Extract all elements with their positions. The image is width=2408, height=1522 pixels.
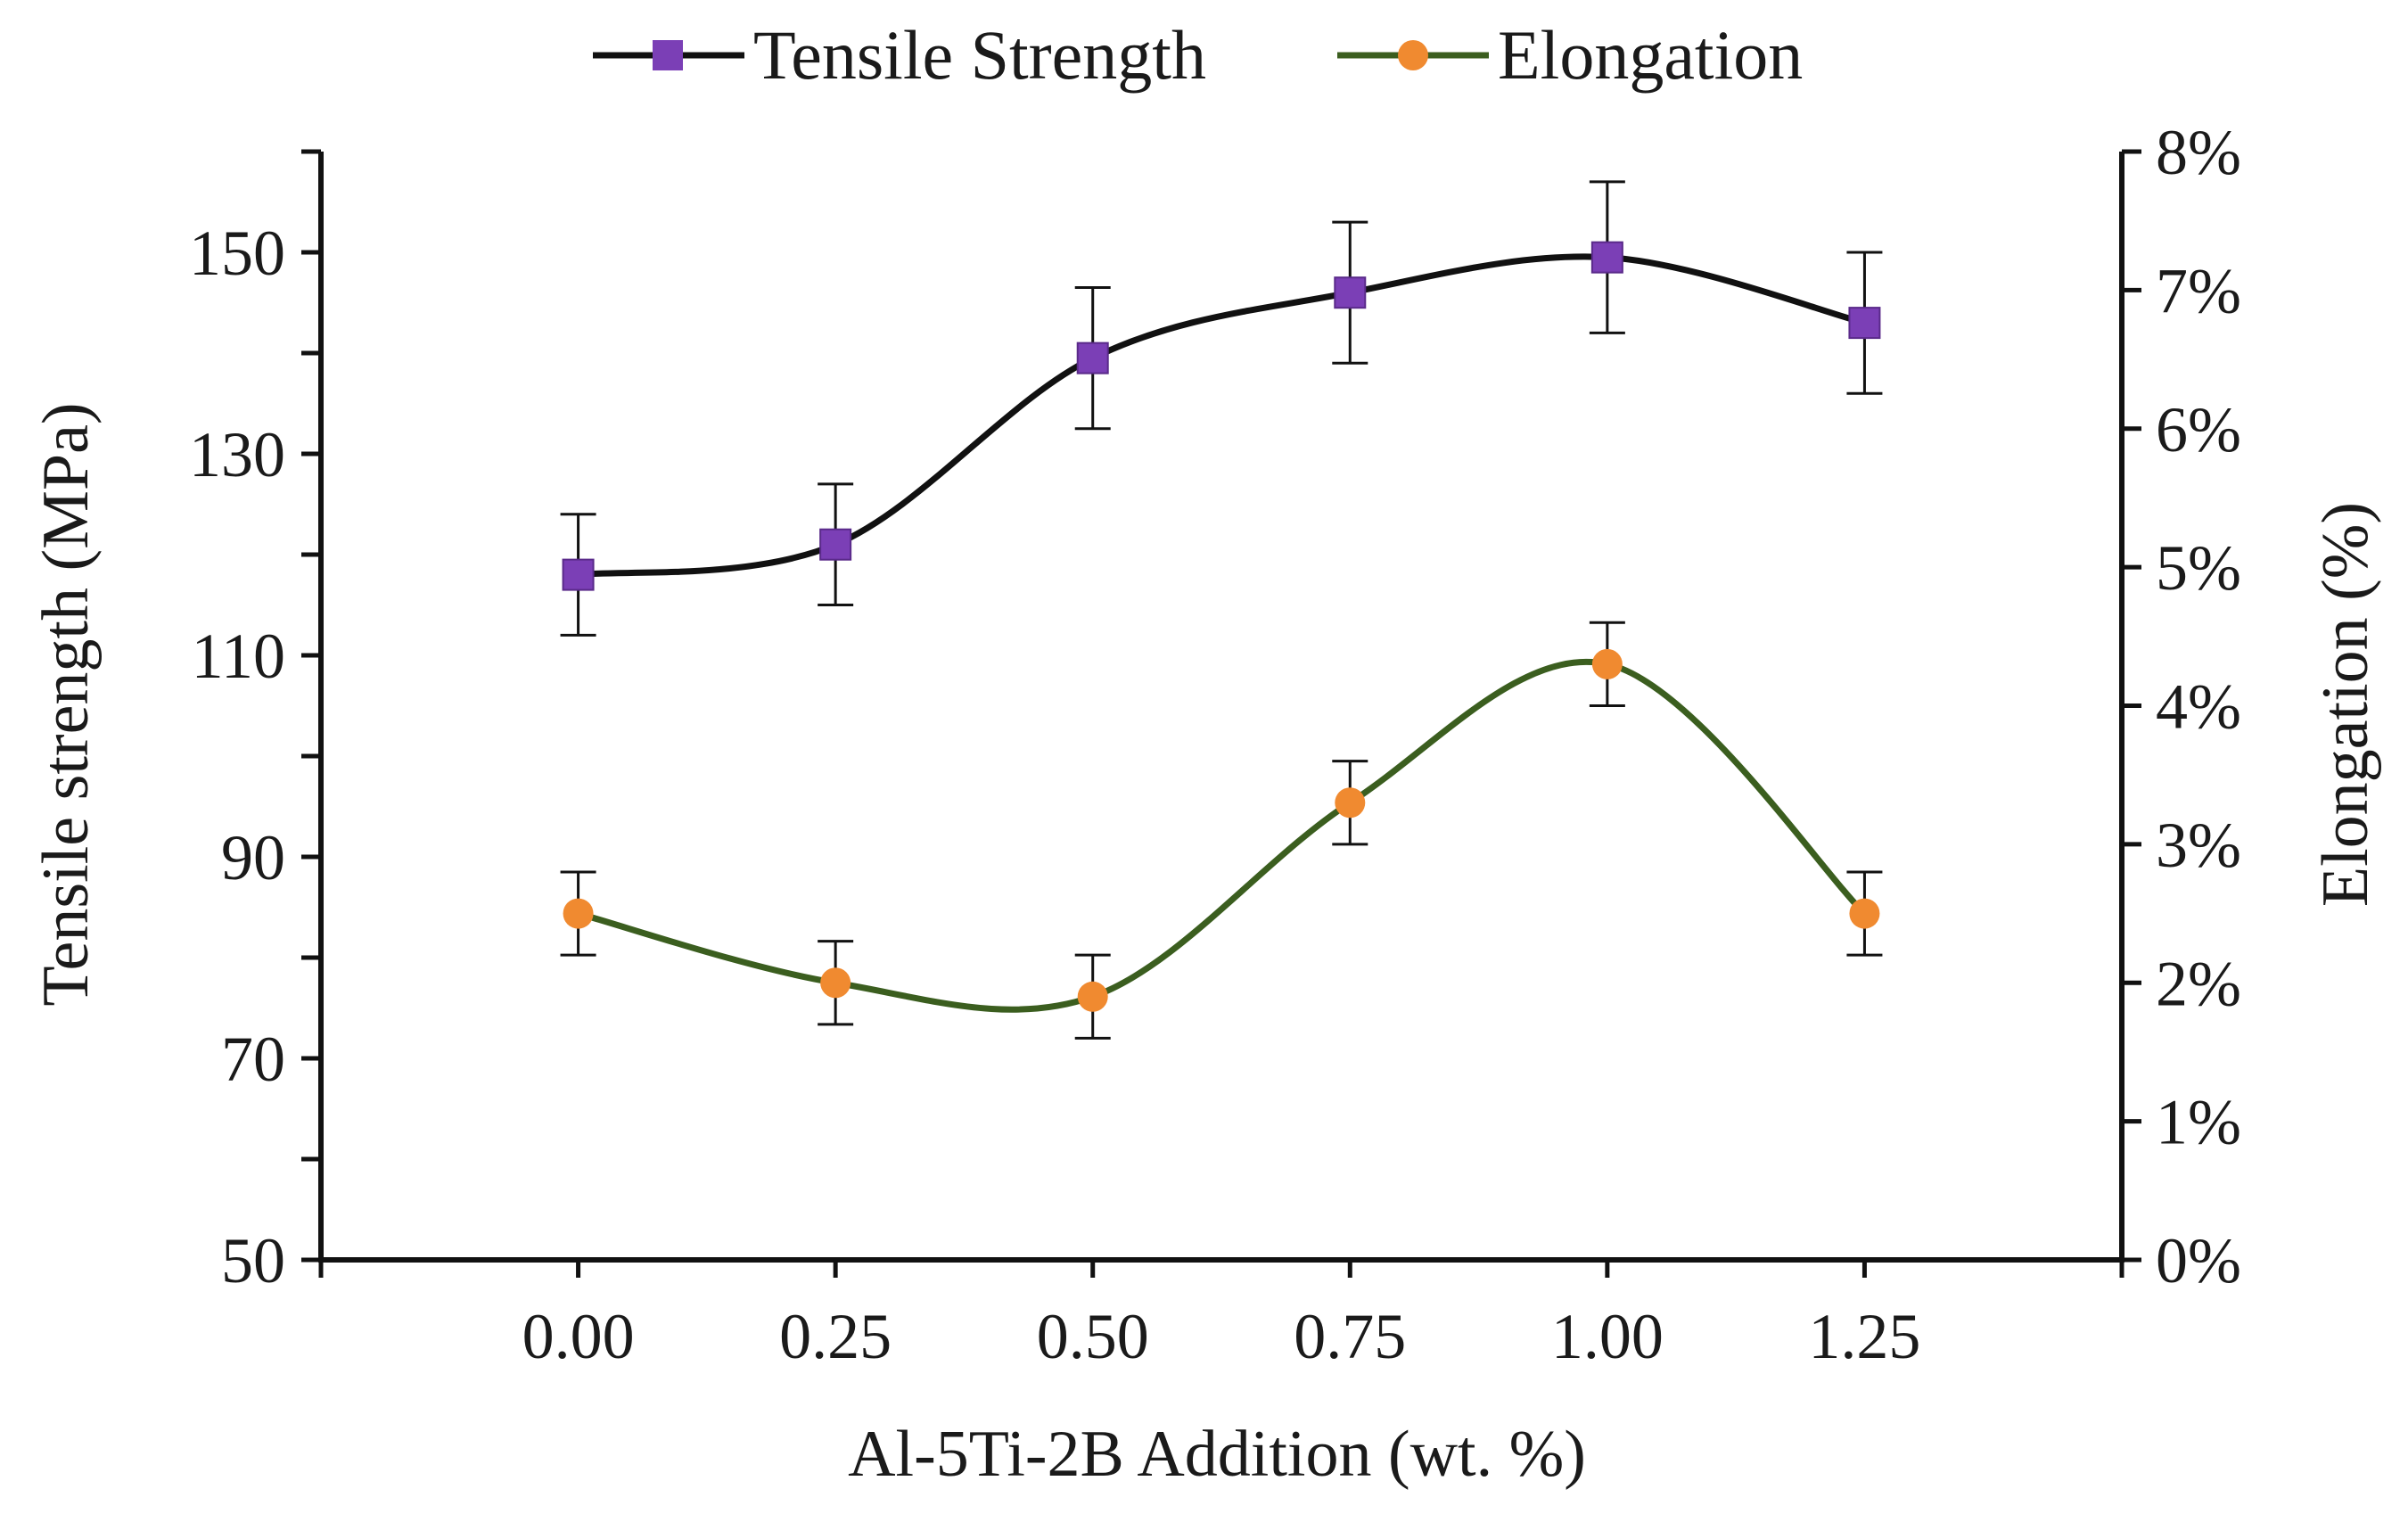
x-tick-label: 1.00 — [1551, 1301, 1664, 1372]
y-right-tick-label: 8% — [2156, 117, 2241, 188]
elongation-point — [563, 898, 594, 929]
x-tick-label: 1.25 — [1808, 1301, 1920, 1372]
legend-tensile-marker — [653, 40, 683, 70]
elongation-point — [1591, 648, 1623, 679]
elongation-point — [1849, 898, 1880, 929]
tensile-strength-point — [1848, 307, 1881, 340]
y-left-tick-label: 70 — [221, 1024, 285, 1095]
elongation-point — [1077, 981, 1108, 1012]
elongation-point — [1335, 787, 1366, 819]
x-tick-label: 0.00 — [522, 1301, 635, 1372]
x-tick-label: 0.50 — [1037, 1301, 1149, 1372]
y-left-tick-label: 50 — [221, 1225, 285, 1296]
y-left-tick-label: 90 — [221, 822, 285, 893]
legend-elongation-label: Elongation — [1498, 16, 1803, 94]
tensile-strength-point — [562, 558, 595, 591]
y-right-tick-label: 3% — [2156, 810, 2241, 881]
y-right-tick-label: 4% — [2156, 671, 2241, 743]
y-axis-right-title: Elongation (%) — [2309, 502, 2382, 907]
tensile-strength-point — [1076, 341, 1109, 374]
series-elongation — [560, 621, 1883, 1040]
x-axis-title: Al-5Ti-2B Addition (wt. %) — [848, 1418, 1586, 1491]
y-right-tick-label: 1% — [2156, 1087, 2241, 1158]
y-axis-left-title: Tensile strength (MPa) — [29, 402, 103, 1006]
x-tick-label: 0.25 — [779, 1301, 892, 1372]
y-right-tick-label: 5% — [2156, 532, 2241, 604]
y-right-tick-label: 0% — [2156, 1225, 2241, 1296]
legend: Tensile Strength Elongation — [593, 16, 1803, 94]
legend-tensile-label: Tensile Strength — [753, 16, 1206, 94]
y-left-tick-label: 130 — [189, 419, 285, 490]
y-right-tick-label: 6% — [2156, 394, 2241, 465]
y-left-tick-label: 150 — [189, 218, 285, 289]
elongation-line — [577, 659, 1867, 1013]
series-layer — [560, 180, 1883, 1040]
axes: 50 70 90 110 130 150 0% 1% 2% 3% 4% 5% 6% 7% 8% 0.00 0.2… — [189, 117, 2241, 1372]
tensile-strength-point — [819, 528, 852, 561]
elongation-point — [820, 967, 851, 999]
series-tensile-strength — [560, 180, 1883, 637]
y-right-tick-label: 7% — [2156, 255, 2241, 326]
tensile-strength-line — [578, 253, 1866, 579]
x-tick-label: 0.75 — [1294, 1301, 1406, 1372]
tensile-strength-point — [1334, 276, 1367, 309]
legend-elongation-marker — [1398, 40, 1428, 70]
y-right-tick-label: 2% — [2156, 948, 2241, 1019]
y-left-tick-label: 110 — [192, 621, 285, 692]
tensile-strength-point — [1590, 241, 1623, 274]
